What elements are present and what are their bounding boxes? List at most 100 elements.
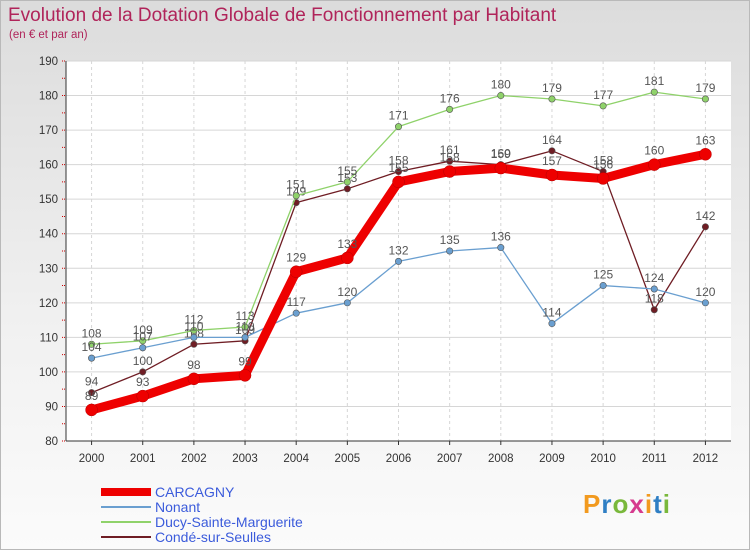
chart-title: Evolution de la Dotation Globale de Fonc… — [8, 5, 557, 26]
data-label-carcagny: 160 — [644, 144, 664, 158]
data-point-ducy-sainte-marguerite — [650, 88, 658, 96]
data-label-nonant: 104 — [82, 340, 102, 354]
y-tick-label: 160 — [39, 160, 58, 172]
data-point-ducy-sainte-marguerite — [88, 340, 96, 348]
data-point-ducy-sainte-marguerite — [701, 95, 709, 103]
data-label-ducy-sainte-marguerite: 113 — [235, 309, 254, 323]
y-tick-label: 150 — [39, 194, 58, 206]
x-tick-label: 2008 — [488, 453, 514, 465]
data-point-conde-sur-seulles — [394, 168, 402, 176]
data-point-conde-sur-seulles — [548, 147, 556, 155]
data-label-nonant: 120 — [337, 285, 357, 299]
data-point-carcagny — [596, 172, 610, 185]
data-label-nonant: 110 — [235, 319, 254, 333]
data-label-conde-sur-seulles: 164 — [542, 133, 562, 147]
data-label-carcagny: 157 — [542, 154, 562, 168]
data-label-carcagny: 89 — [85, 389, 99, 403]
legend-swatch-nonant — [101, 506, 151, 508]
logo-letter: P — [583, 489, 602, 519]
data-point-nonant — [139, 344, 147, 352]
legend-swatch-ducy — [101, 521, 151, 523]
data-point-nonant — [292, 309, 300, 317]
data-point-ducy-sainte-marguerite — [599, 102, 607, 110]
x-tick-label: 2005 — [335, 453, 361, 465]
data-point-carcagny — [238, 369, 252, 382]
logo-letter: i — [644, 489, 654, 519]
data-point-ducy-sainte-marguerite — [190, 326, 198, 334]
data-point-nonant — [599, 282, 607, 290]
x-tick-label: 2001 — [130, 453, 156, 465]
data-point-carcagny — [545, 168, 559, 182]
chart-subtitle: (en € et par an) — [9, 29, 88, 41]
data-label-nonant: 136 — [491, 230, 511, 244]
data-point-conde-sur-seulles — [139, 368, 147, 376]
x-tick-label: 2004 — [283, 453, 309, 465]
data-label-carcagny: 133 — [337, 237, 357, 251]
data-point-conde-sur-seulles — [88, 389, 96, 397]
legend-item-carcagny: CARCAGNY — [101, 484, 401, 500]
data-point-ducy-sainte-marguerite — [497, 92, 505, 100]
data-label-ducy-sainte-marguerite: 171 — [388, 109, 408, 123]
data-label-conde-sur-seulles: 100 — [133, 354, 153, 368]
data-label-nonant: 124 — [644, 271, 664, 285]
data-point-nonant — [650, 285, 658, 293]
data-point-carcagny — [443, 165, 456, 178]
y-tick-label: 110 — [40, 332, 58, 344]
x-tick-label: 2009 — [539, 453, 565, 465]
legend-item-nonant: Nonant — [101, 499, 401, 515]
data-label-nonant: 120 — [695, 285, 715, 299]
data-label-ducy-sainte-marguerite: 180 — [491, 78, 511, 92]
data-label-ducy-sainte-marguerite: 151 — [286, 178, 306, 192]
data-point-carcagny — [136, 389, 149, 403]
data-label-conde-sur-seulles: 149 — [286, 185, 306, 199]
data-label-conde-sur-seulles: 158 — [593, 154, 613, 168]
data-label-ducy-sainte-marguerite: 112 — [184, 312, 203, 326]
data-point-carcagny — [187, 372, 201, 386]
data-point-ducy-sainte-marguerite — [241, 323, 249, 331]
x-tick-label: 2003 — [232, 453, 258, 465]
data-label-carcagny: 159 — [491, 147, 511, 161]
data-point-nonant — [88, 354, 96, 362]
x-tick-label: 2000 — [79, 453, 105, 465]
data-point-carcagny — [341, 251, 354, 265]
data-point-conde-sur-seulles — [650, 306, 658, 314]
logo-letter: t — [653, 489, 663, 519]
data-point-nonant — [241, 333, 249, 341]
y-tick-label: 170 — [39, 125, 58, 137]
data-point-ducy-sainte-marguerite — [394, 123, 402, 131]
data-label-ducy-sainte-marguerite: 179 — [542, 81, 562, 95]
data-label-carcagny: 156 — [593, 157, 613, 171]
data-point-ducy-sainte-marguerite — [548, 95, 556, 103]
y-tick-label: 190 — [39, 56, 58, 68]
data-label-ducy-sainte-marguerite: 176 — [440, 91, 460, 105]
data-label-ducy-sainte-marguerite: 108 — [82, 326, 102, 340]
data-label-nonant: 114 — [542, 306, 561, 320]
data-point-carcagny — [392, 175, 405, 189]
y-tick-label: 80 — [45, 436, 58, 448]
x-tick-label: 2012 — [693, 453, 719, 465]
logo-letter: i — [662, 489, 671, 519]
data-label-carcagny: 158 — [440, 151, 460, 165]
x-tick-label: 2011 — [642, 453, 667, 465]
legend-label-nonant: Nonant — [155, 499, 201, 515]
x-tick-label: 2002 — [181, 453, 207, 465]
x-tick-label: 2010 — [590, 453, 616, 465]
proxiti-logo: Proxiti — [583, 489, 671, 520]
data-point-conde-sur-seulles — [343, 185, 351, 193]
data-label-ducy-sainte-marguerite: 109 — [133, 323, 153, 337]
data-point-carcagny — [699, 148, 712, 161]
data-label-conde-sur-seulles: 158 — [388, 154, 408, 168]
y-tick-label: 100 — [39, 367, 58, 379]
data-label-carcagny: 163 — [695, 133, 715, 147]
data-point-nonant — [446, 247, 454, 255]
data-point-carcagny — [289, 265, 303, 278]
data-label-nonant: 107 — [133, 330, 153, 344]
data-label-ducy-sainte-marguerite: 177 — [593, 88, 613, 102]
data-label-ducy-sainte-marguerite: 181 — [644, 74, 664, 88]
data-label-conde-sur-seulles: 118 — [645, 292, 664, 306]
legend-swatch-conde — [101, 536, 151, 538]
data-point-nonant — [343, 299, 351, 307]
legend-swatch-carcagny — [101, 488, 151, 496]
data-point-ducy-sainte-marguerite — [292, 192, 300, 200]
